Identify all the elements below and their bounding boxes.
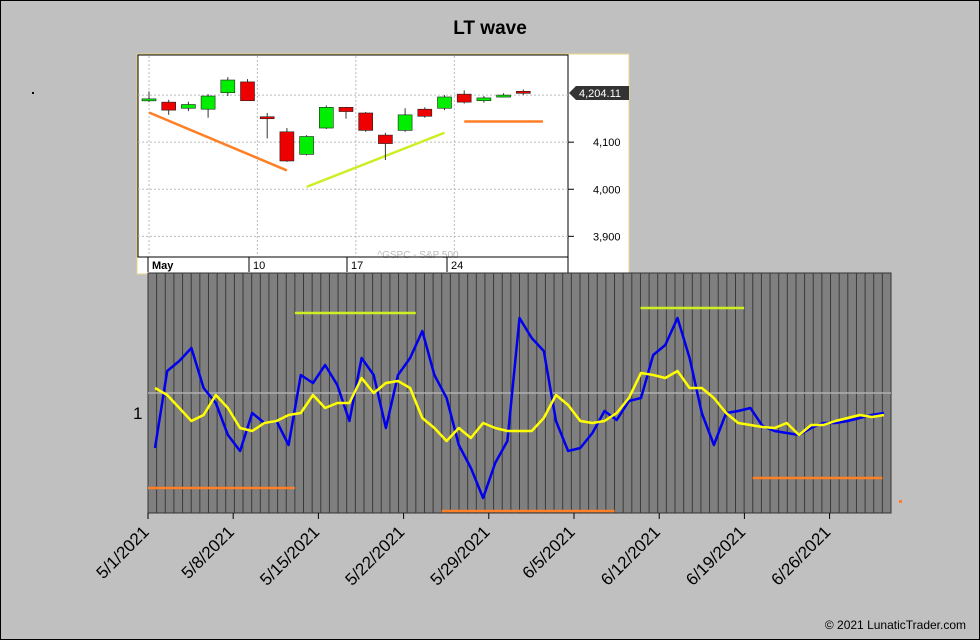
- candle-body: [181, 104, 196, 109]
- level-lines: [148, 306, 883, 513]
- price-tag-value: 4,204.11: [579, 88, 621, 100]
- wave-y-tick-label: 1: [133, 404, 142, 423]
- candle-body: [456, 93, 472, 103]
- candle-body: [476, 97, 492, 102]
- inset-y-tick-label: 4,100: [593, 137, 621, 149]
- inset-grid: [138, 47, 568, 256]
- inset-y-tick-label: 3,900: [593, 231, 621, 243]
- candle-body: [240, 81, 255, 102]
- inset-symbol-label: ^GSPC - S&P 500: [377, 250, 459, 261]
- inset-x-tick-label: 10: [253, 260, 265, 272]
- inset-trendlines: [148, 111, 543, 189]
- candle-body: [515, 91, 531, 94]
- black-marker-dot: [32, 92, 34, 94]
- wave-x-tick-label: 6/26/2021: [768, 522, 835, 589]
- inset-candles: [141, 77, 531, 162]
- inset-x-axis: May 10 17 24: [138, 256, 568, 272]
- wave-x-tick-label: 5/29/2021: [427, 522, 494, 589]
- wave-x-tick-label: 5/1/2021: [93, 522, 153, 582]
- wave-y-axis: 1: [133, 404, 142, 423]
- chart-title: LT wave: [453, 18, 527, 39]
- candle-body: [417, 108, 433, 117]
- wave-x-tick-label: 6/12/2021: [597, 522, 664, 589]
- wave-x-tick-label: 6/19/2021: [682, 522, 749, 589]
- inset-y-axis: 4,100 4,000 3,900: [568, 137, 621, 243]
- candle-body: [161, 101, 176, 111]
- candle-body: [279, 131, 295, 162]
- candle-body: [299, 136, 314, 155]
- inset-x-tick-label: 17: [351, 260, 363, 272]
- inset-trendline: [148, 111, 288, 172]
- wave-x-tick-label: 5/22/2021: [342, 522, 409, 589]
- candle-body: [318, 107, 334, 129]
- wave-x-tick-label: 5/8/2021: [178, 522, 238, 582]
- candle-body: [378, 134, 393, 144]
- candle-body: [141, 98, 157, 102]
- inset-x-tick-label: May: [152, 260, 174, 272]
- wave-x-tick-label: 6/5/2021: [519, 522, 579, 582]
- inset-panel: ^GSPC - S&P 500 4,100 4,000 3,900 May 10 17 2…: [136, 47, 630, 275]
- price-tag-shape: [569, 86, 629, 100]
- price-tag: 4,204.11: [569, 86, 629, 100]
- inset-x-tick-label: 24: [451, 260, 463, 272]
- wave-x-axis: 5/1/2021 5/8/2021 5/15/2021 5/22/2021 5/29/2…: [93, 513, 835, 589]
- inset-trendline: [306, 131, 445, 189]
- candle-body: [259, 116, 275, 120]
- smooth-line: [154, 369, 885, 443]
- candle-body: [496, 94, 511, 98]
- candle-body: [358, 112, 374, 131]
- orange-marker-dot: [899, 500, 902, 503]
- wave-x-tick-label: 5/15/2021: [256, 522, 323, 589]
- inset-y-tick-label: 4,000: [593, 184, 621, 196]
- candle-body: [397, 114, 413, 131]
- candle-body: [338, 107, 354, 112]
- inset-plot-area: [137, 54, 569, 258]
- candle-body: [220, 79, 236, 94]
- wave-series: [153, 316, 885, 500]
- copyright-notice: © 2021 LunaticTrader.com: [824, 618, 966, 632]
- candle-body: [437, 96, 452, 109]
- candle-body: [200, 95, 216, 110]
